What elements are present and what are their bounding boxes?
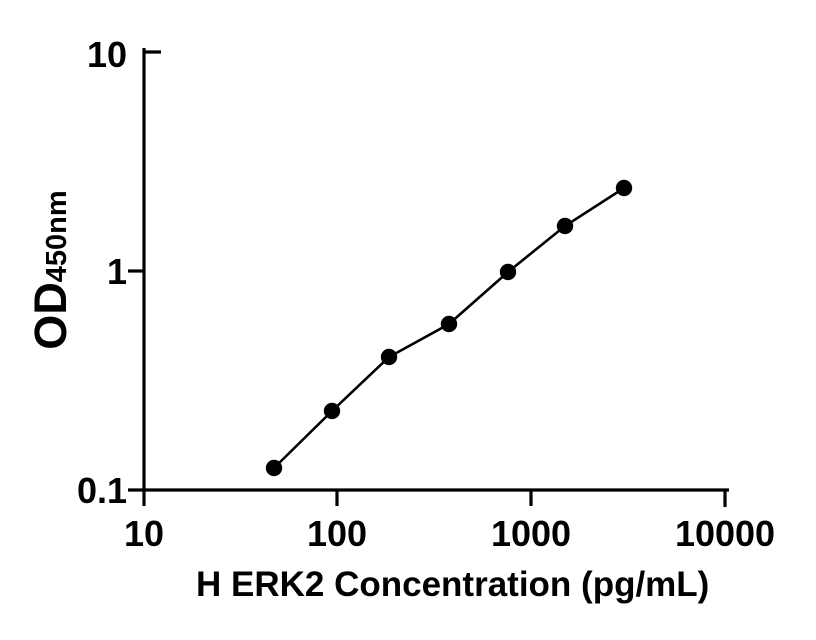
svg-text:10000: 10000 <box>675 513 775 554</box>
svg-text:0.1: 0.1 <box>77 470 127 511</box>
svg-text:1: 1 <box>107 251 127 292</box>
svg-text:10: 10 <box>87 34 127 75</box>
svg-text:1000: 1000 <box>491 513 571 554</box>
svg-text:100: 100 <box>307 513 367 554</box>
svg-text:OD450nm: OD450nm <box>25 190 76 349</box>
svg-text:10: 10 <box>124 513 164 554</box>
